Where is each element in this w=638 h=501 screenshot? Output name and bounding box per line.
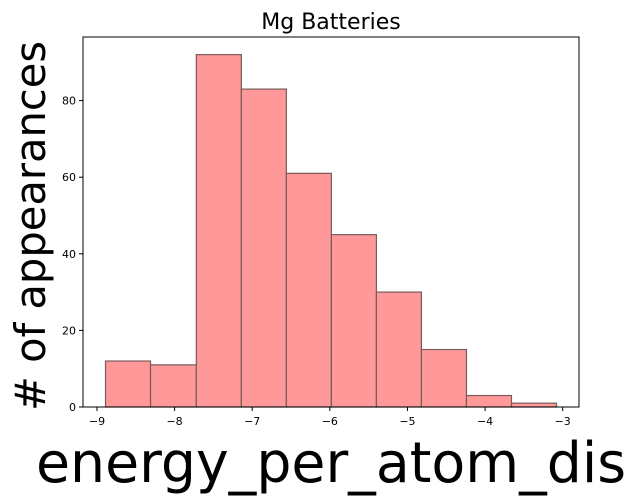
x-axis-label: energy_per_atom_dis — [36, 431, 626, 496]
x-tick-label: −3 — [555, 415, 571, 428]
histogram-bar-6 — [375, 291, 423, 408]
x-axis-ticks: −9 −8 −7 −6 −5 −4 −3 — [89, 407, 571, 428]
histogram-bar-3 — [240, 88, 287, 408]
x-tick-label: −9 — [89, 415, 105, 428]
plot-frame — [82, 36, 580, 408]
histogram-bar-7 — [420, 348, 468, 408]
y-axis-label: # of appearances — [6, 41, 55, 411]
histogram-bar-1 — [149, 364, 197, 408]
bars-group — [104, 54, 558, 408]
y-tick-label: 0 — [69, 401, 76, 414]
y-tick-label: 40 — [62, 248, 76, 261]
histogram-bar-4 — [285, 172, 332, 408]
y-tick-label: 20 — [62, 324, 76, 337]
x-tick-label: −4 — [477, 415, 493, 428]
x-tick-label: −7 — [244, 415, 260, 428]
y-axis-ticks: 0 20 40 60 80 — [62, 95, 83, 414]
histogram-bar-2 — [195, 54, 242, 408]
histogram-bar-9 — [510, 402, 558, 408]
x-tick-label: −5 — [399, 415, 415, 428]
x-tick-label: −6 — [322, 415, 338, 428]
y-tick-label: 60 — [62, 171, 76, 184]
x-tick-label: −8 — [166, 415, 182, 428]
histogram-bar-5 — [330, 234, 378, 408]
chart-title: Mg Batteries — [261, 10, 400, 35]
histogram-bar-8 — [465, 394, 513, 408]
y-tick-label: 80 — [62, 95, 76, 108]
histogram-bar-0 — [104, 360, 152, 408]
